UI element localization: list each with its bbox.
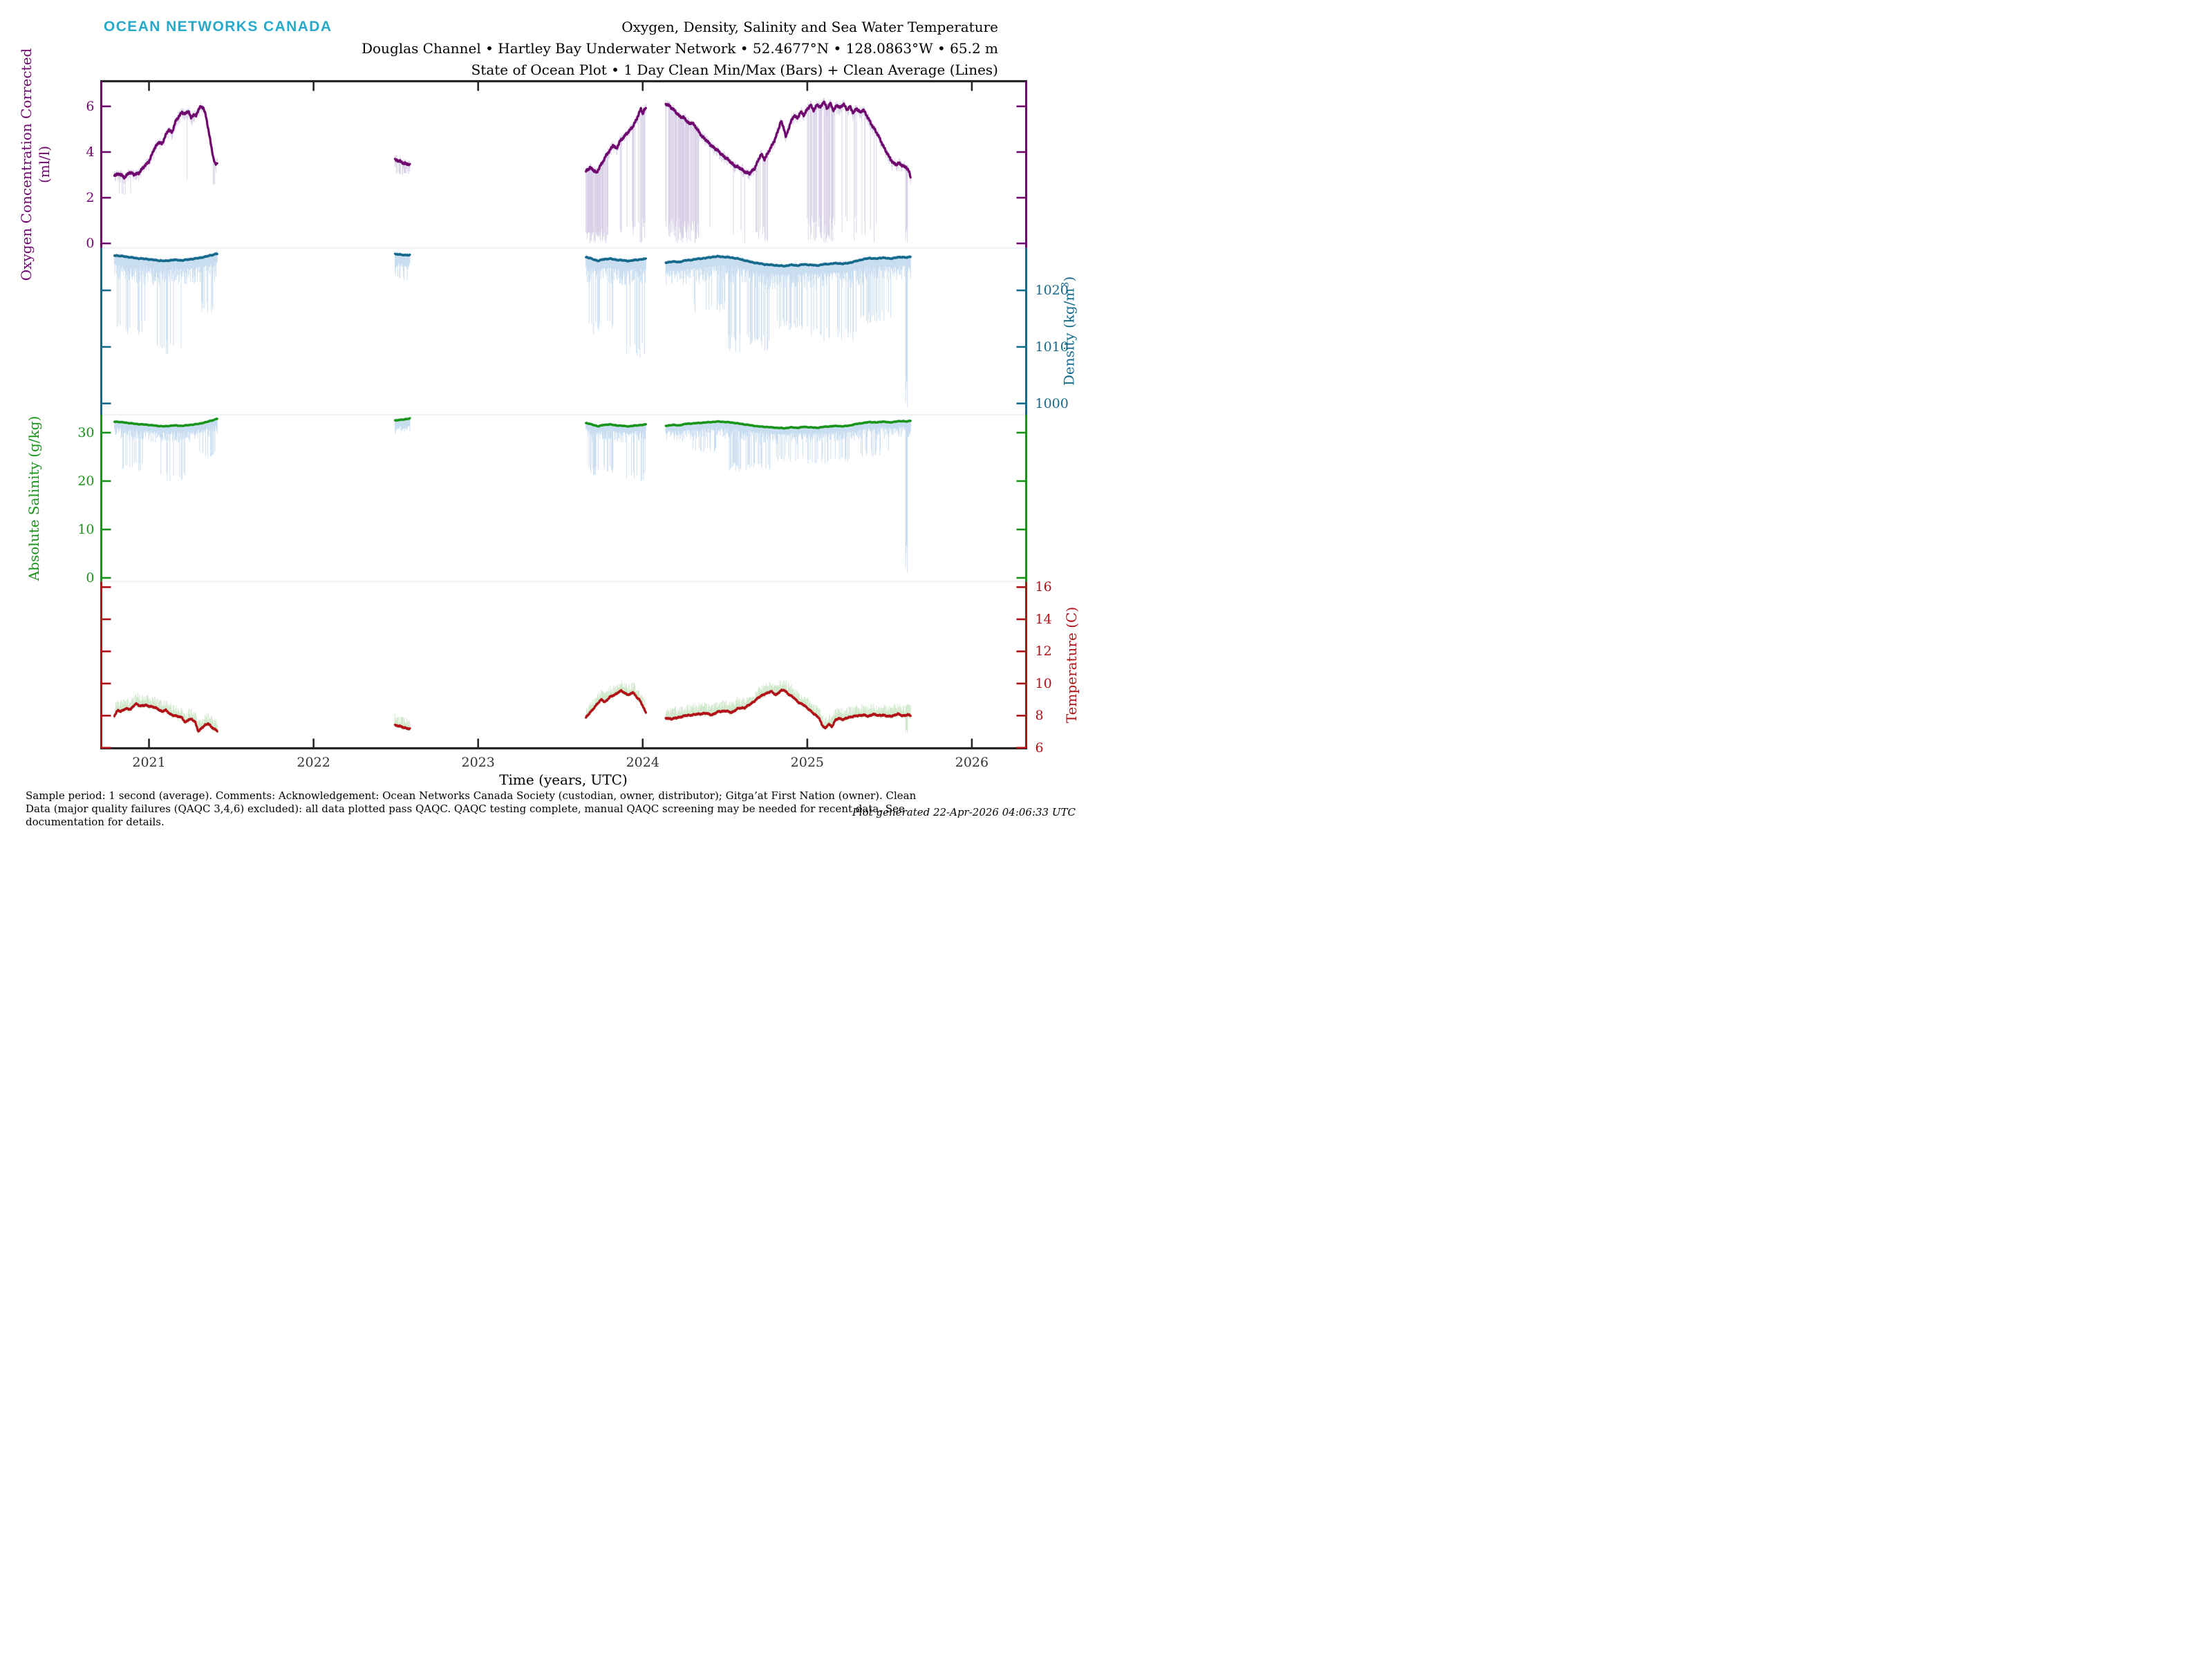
- salinity-average-line-segment-1: [113, 418, 218, 428]
- temperature-minmax-bars: [114, 679, 911, 735]
- density-average-line-segment-2: [393, 252, 411, 257]
- x-tick-label-2026: 2026: [955, 754, 989, 770]
- temperature-tick-label: 10: [1035, 675, 1052, 691]
- plot-subtitle-location: Douglas Channel • Hartley Bay Underwater…: [361, 40, 998, 57]
- density-average-line-segment-1: [113, 252, 218, 263]
- salinity-tick-label: 20: [77, 473, 95, 489]
- oxygen-average-line-segment-2: [393, 158, 411, 167]
- plot-title: Oxygen, Density, Salinity and Sea Water …: [621, 19, 998, 35]
- density-minmax-bars: [114, 251, 911, 408]
- title-block: Oxygen, Density, Salinity and Sea Water …: [362, 17, 998, 81]
- temperature-tick-label: 8: [1035, 708, 1044, 724]
- footer-comments: Sample period: 1 second (average). Comme…: [26, 789, 916, 829]
- temperature-average-line-segment-3: [585, 688, 647, 719]
- salinity-axis-label: Absolute Salinity (g/kg): [26, 415, 42, 581]
- salinity-average-line-segment-2: [393, 417, 411, 422]
- temperature-average-line-segment-1: [113, 702, 218, 733]
- state-of-ocean-plot-page: OCEAN NETWORKS CANADA Oxygen, Density, S…: [0, 0, 1106, 830]
- oxygen-average-line-segment-4: [664, 100, 912, 179]
- salinity-minmax-bars: [114, 416, 911, 573]
- x-tick-label-2023: 2023: [461, 754, 495, 770]
- oxygen-tick-label: 4: [86, 144, 95, 160]
- temperature-axis-label: Temperature (C): [1063, 606, 1080, 724]
- salinity-tick-label: 30: [77, 424, 95, 440]
- oxygen-average-line-segment-3: [585, 106, 647, 174]
- temperature-tick-label: 14: [1035, 611, 1052, 627]
- footer-line-3: documentation for details.: [26, 816, 165, 828]
- temperature-tick-label: 6: [1035, 740, 1044, 756]
- density-tick-label: 1010: [1035, 339, 1069, 355]
- x-tick-label-2024: 2024: [626, 754, 659, 770]
- oxygen-average-line-segment-1: [113, 105, 218, 180]
- plot-generated-timestamp: Plot generated 22-Apr-2026 04:06:33 UTC: [852, 806, 1076, 818]
- footer-line-1: Sample period: 1 second (average). Comme…: [26, 789, 917, 802]
- plot-area: [100, 79, 1027, 750]
- oxygen-tick-label: 0: [86, 236, 95, 252]
- oxygen-axis-unit-label: (ml/l): [36, 146, 53, 184]
- x-axis-title: Time (years, UTC): [499, 771, 628, 788]
- salinity-tick-label: 0: [86, 570, 95, 585]
- salinity-average-line-segment-3: [585, 422, 647, 428]
- x-tick-label-2021: 2021: [132, 754, 166, 770]
- x-tick-label-2022: 2022: [297, 754, 330, 770]
- temperature-average-line-segment-4: [664, 688, 912, 730]
- oxygen-axis-label: Oxygen Concentration Corrected: [18, 48, 35, 281]
- temperature-tick-label: 16: [1035, 579, 1052, 595]
- oxygen-tick-label: 2: [86, 190, 95, 206]
- ocean-networks-canada-logo: OCEAN NETWORKS CANADA: [104, 19, 332, 35]
- density-average-line-segment-4: [664, 254, 912, 268]
- density-tick-label: 1000: [1035, 395, 1069, 411]
- temperature-average-line-segment-2: [393, 723, 411, 731]
- density-average-line-segment-3: [585, 256, 647, 263]
- x-tick-label-2025: 2025: [790, 754, 825, 770]
- plot-subtitle-type: State of Ocean Plot • 1 Day Clean Min/Ma…: [471, 62, 998, 78]
- footer-line-2: Data (major quality failures (QAQC 3,4,6…: [26, 803, 905, 815]
- density-axis-label: Density (kg/m3): [1060, 276, 1078, 386]
- temperature-tick-label: 12: [1035, 644, 1052, 659]
- density-tick-label: 1020: [1035, 283, 1069, 299]
- oxygen-tick-label: 6: [86, 98, 95, 114]
- salinity-average-line-segment-4: [664, 420, 912, 430]
- salinity-tick-label: 10: [77, 521, 95, 537]
